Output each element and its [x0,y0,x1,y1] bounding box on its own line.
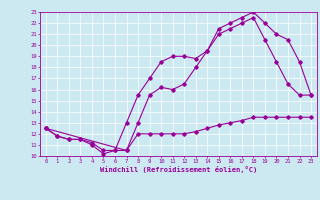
X-axis label: Windchill (Refroidissement éolien,°C): Windchill (Refroidissement éolien,°C) [100,166,257,173]
